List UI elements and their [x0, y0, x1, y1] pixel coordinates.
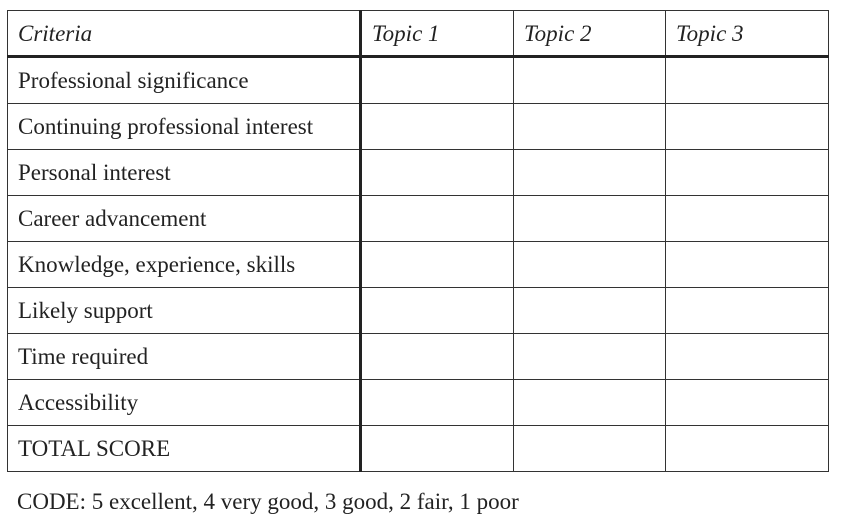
- table-row: Continuing professional interest: [7, 103, 829, 150]
- criterion-label: Time required: [7, 333, 362, 380]
- table-row: TOTAL SCORE: [7, 425, 829, 472]
- table-header: Criteria Topic 1 Topic 2 Topic 3: [7, 10, 829, 58]
- table-row: Accessibility: [7, 379, 829, 426]
- score-cell-topic-2: [513, 287, 666, 334]
- score-cell-topic-2: [513, 149, 666, 196]
- score-cell-topic-3: [665, 287, 829, 334]
- score-cell-topic-1: [360, 103, 514, 150]
- header-row: Criteria Topic 1 Topic 2 Topic 3: [7, 10, 829, 58]
- criterion-label: Knowledge, experience, skills: [7, 241, 362, 288]
- score-cell-topic-3: [665, 56, 829, 104]
- criterion-label: Continuing professional interest: [7, 103, 362, 150]
- header-topic-1: Topic 1: [360, 10, 514, 58]
- score-cell-topic-3: [665, 241, 829, 288]
- score-cell-topic-2: [513, 425, 666, 472]
- header-topic-2: Topic 2: [513, 10, 666, 58]
- score-cell-topic-1: [360, 195, 514, 242]
- score-cell-topic-1: [360, 333, 514, 380]
- header-topic-3: Topic 3: [665, 10, 829, 58]
- table-row: Personal interest: [7, 149, 829, 196]
- score-cell-topic-3: [665, 333, 829, 380]
- criterion-label: Likely support: [7, 287, 362, 334]
- table-body: Professional significance Continuing pro…: [7, 56, 829, 472]
- score-cell-topic-2: [513, 103, 666, 150]
- score-cell-topic-3: [665, 379, 829, 426]
- table-row: Career advancement: [7, 195, 829, 242]
- score-cell-topic-3: [665, 425, 829, 472]
- score-cell-topic-3: [665, 195, 829, 242]
- score-cell-topic-2: [513, 195, 666, 242]
- score-cell-topic-2: [513, 379, 666, 426]
- score-cell-topic-1: [360, 379, 514, 426]
- score-cell-topic-3: [665, 103, 829, 150]
- score-cell-topic-1: [360, 287, 514, 334]
- score-cell-topic-1: [360, 241, 514, 288]
- criterion-label: Accessibility: [7, 379, 362, 426]
- criterion-label: Personal interest: [7, 149, 362, 196]
- score-cell-topic-2: [513, 333, 666, 380]
- score-cell-topic-3: [665, 149, 829, 196]
- table-row: Knowledge, experience, skills: [7, 241, 829, 288]
- table-row: Time required: [7, 333, 829, 380]
- score-cell-topic-1: [360, 425, 514, 472]
- table-row: Likely support: [7, 287, 829, 334]
- score-cell-topic-1: [360, 149, 514, 196]
- criterion-label: Career advancement: [7, 195, 362, 242]
- header-criteria: Criteria: [7, 10, 362, 58]
- score-cell-topic-1: [360, 56, 514, 104]
- score-cell-topic-2: [513, 241, 666, 288]
- scoring-code-legend: CODE: 5 excellent, 4 very good, 3 good, …: [17, 489, 519, 514]
- criteria-rating-table: Criteria Topic 1 Topic 2 Topic 3 Profess…: [7, 10, 829, 472]
- score-cell-topic-2: [513, 56, 666, 104]
- table-row: Professional significance: [7, 56, 829, 104]
- criterion-label: Professional significance: [7, 56, 362, 104]
- criterion-label: TOTAL SCORE: [7, 425, 362, 472]
